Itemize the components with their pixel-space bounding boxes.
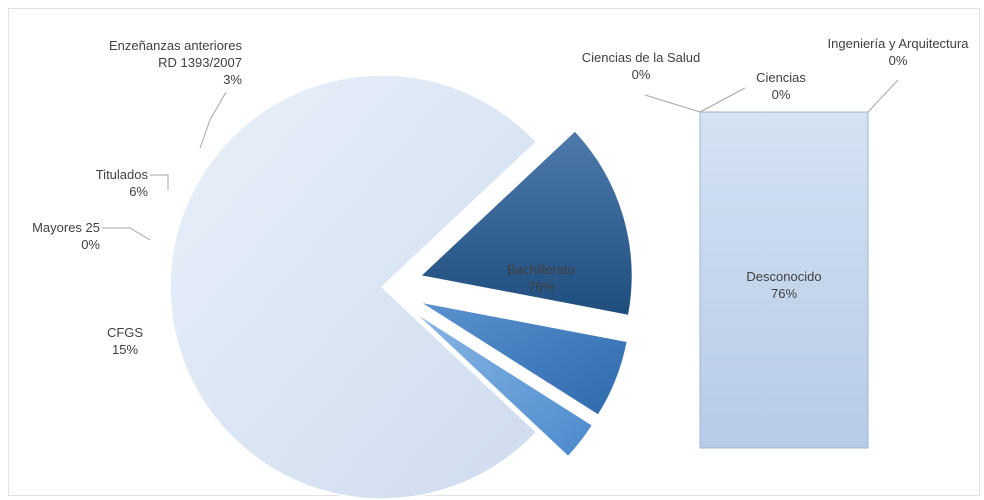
bar-label: Ciencias de la Salud 0% (582, 50, 701, 82)
bar-segment (699, 111, 869, 449)
bar-leader-line (867, 79, 899, 113)
pie-leader-line (102, 227, 151, 241)
pie-label-category: Titulados (96, 167, 149, 182)
pie-label: Titulados 6% (96, 167, 149, 199)
bar-label-category: Desconocido (746, 269, 821, 284)
pie-label: Enzeñanzas anteriores RD 1393/2007 3% (109, 38, 242, 87)
bar-label-category: Ingeniería y Arquitectura (828, 36, 970, 51)
bar-leader-line (699, 87, 746, 113)
pie-label-value: 0% (81, 237, 100, 252)
pie-label: Mayores 25 0% (32, 220, 100, 252)
bar-label: Desconocido 76% (746, 269, 821, 301)
pie-leader-line (199, 91, 227, 149)
pie-slice (413, 310, 594, 458)
pie-label-value: 6% (129, 184, 148, 199)
pie-slice (418, 129, 634, 317)
bar-label-category: Ciencias (756, 70, 806, 85)
pie-label: Bachillerato 76% (507, 262, 575, 294)
pie-label: CFGS 15% (107, 325, 143, 357)
bar-leader-line (644, 94, 701, 113)
bar-label: Ciencias 0% (756, 70, 806, 102)
pie-slice (169, 74, 538, 500)
pie-label-value: 15% (112, 342, 138, 357)
bar-label: Ingeniería y Arquitectura 0% (828, 36, 970, 68)
pie-label-category: Bachillerato (507, 262, 575, 277)
bar-label-value: 0% (772, 87, 791, 102)
pie-label-value: 76% (528, 279, 554, 294)
bar-label-value: 0% (889, 53, 908, 68)
bar-label-value: 76% (771, 286, 797, 301)
pie-leader-line (150, 174, 169, 190)
pie-slice (418, 300, 629, 417)
pie-label-category: RD 1393/2007 (158, 55, 242, 70)
pie-label-category: CFGS (107, 325, 143, 340)
pie-label-value: 3% (223, 72, 242, 87)
pie-label-category: Mayores 25 (32, 220, 100, 235)
pie-label-category: Enzeñanzas anteriores (109, 38, 242, 53)
stacked-bar-chart: Desconocido 76%Ciencias 0%Ciencias de la S… (582, 36, 970, 449)
bar-label-value: 0% (632, 67, 651, 82)
bar-label-category: Ciencias de la Salud (582, 50, 701, 65)
pie-chart: Bachillerato 76% CFGS 15% Mayores 25 0% Titula… (32, 38, 634, 500)
